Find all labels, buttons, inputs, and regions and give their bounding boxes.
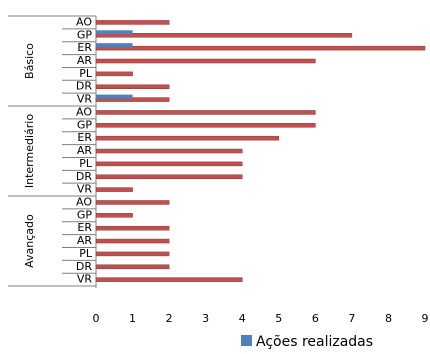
category-label: DR — [76, 80, 92, 93]
bar-primary — [95, 148, 243, 154]
x-tick-label: 5 — [275, 312, 282, 325]
bar-primary — [95, 33, 353, 38]
category-label: ER — [77, 131, 92, 144]
bar-primary — [95, 135, 280, 141]
category-label: ER — [77, 221, 92, 234]
x-tick-label: 2 — [166, 312, 173, 325]
category-label: AO — [76, 15, 92, 28]
legend-swatch — [241, 335, 252, 346]
x-tick-label: 4 — [239, 312, 246, 325]
bar-primary — [95, 213, 133, 218]
bar-primary — [95, 264, 170, 270]
category-label: VR — [77, 183, 93, 196]
x-tick-label: 8 — [385, 312, 392, 325]
x-tick-label: 0 — [93, 312, 100, 325]
bar-primary — [95, 187, 133, 192]
category-label: DR — [76, 260, 92, 273]
category-label: GP — [77, 28, 93, 41]
bar-action — [96, 94, 133, 99]
category-label: AR — [77, 144, 93, 157]
category-label: AR — [77, 54, 93, 67]
bar-primary — [95, 123, 316, 128]
category-label: ER — [77, 41, 92, 54]
x-tick-label: 3 — [202, 312, 209, 325]
category-label: VR — [77, 93, 93, 106]
category-label: GP — [77, 118, 93, 131]
legend-label: Ações realizadas — [256, 334, 373, 350]
bar-primary — [95, 84, 170, 89]
bar-primary — [95, 277, 243, 282]
bar-primary — [95, 45, 426, 51]
bar-primary — [95, 58, 316, 64]
bar-primary — [95, 251, 170, 257]
bar-primary — [95, 174, 243, 179]
x-tick-label: 7 — [348, 312, 355, 325]
category-label: VR — [77, 273, 93, 286]
category-label: PL — [79, 247, 93, 260]
category-label: GP — [77, 208, 93, 221]
category-label: AO — [76, 105, 92, 118]
bar-primary — [95, 200, 170, 205]
group-label: Intermediário — [23, 114, 36, 188]
category-label: PL — [79, 67, 93, 80]
bar-primary — [95, 161, 243, 167]
x-tick-label: 1 — [129, 312, 136, 325]
x-tick-label: 9 — [422, 312, 429, 325]
bar-action — [96, 43, 133, 48]
bar-primary — [95, 20, 170, 25]
bar-primary — [95, 71, 133, 77]
x-tick-label: 6 — [312, 312, 319, 325]
bar-primary — [95, 238, 170, 244]
group-label: Básico — [23, 43, 36, 79]
bar-primary — [95, 110, 316, 115]
bar-action — [96, 30, 133, 35]
group-label: Avançado — [23, 214, 36, 268]
category-label: PL — [79, 157, 93, 170]
bar-primary — [95, 225, 170, 231]
category-label: AR — [77, 234, 93, 247]
category-label: AO — [76, 195, 92, 208]
category-label: DR — [76, 170, 92, 183]
